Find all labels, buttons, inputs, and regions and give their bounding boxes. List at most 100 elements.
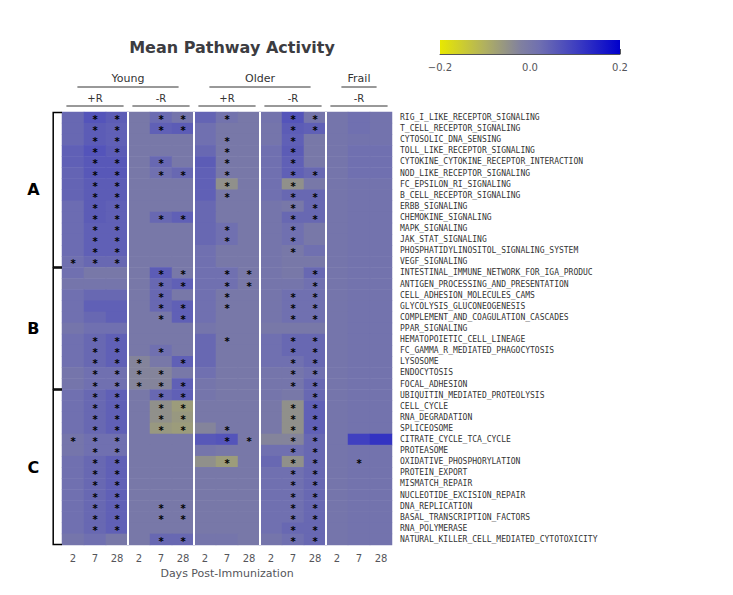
svg-text:LYSOSOME: LYSOSOME	[400, 357, 439, 366]
svg-text:*: *	[312, 381, 318, 392]
svg-text:*: *	[180, 214, 186, 225]
svg-text:*: *	[312, 403, 318, 414]
svg-text:*: *	[290, 425, 296, 436]
svg-text:*: *	[312, 203, 318, 214]
svg-text:*: *	[180, 536, 186, 547]
svg-text:*: *	[92, 392, 98, 403]
svg-text:2: 2	[70, 553, 76, 564]
svg-text:COMPLEMENT_AND_COAGULATION_CAS: COMPLEMENT_AND_COAGULATION_CASCADES	[400, 313, 569, 322]
svg-text:*: *	[92, 358, 98, 369]
svg-text:*: *	[290, 347, 296, 358]
svg-text:*: *	[158, 503, 164, 514]
svg-text:*: *	[158, 425, 164, 436]
svg-text:PROTEIN_EXPORT: PROTEIN_EXPORT	[400, 468, 468, 477]
svg-text:ENDOCYTOSIS: ENDOCYTOSIS	[400, 368, 453, 377]
svg-text:*: *	[114, 358, 120, 369]
svg-text:7: 7	[92, 553, 98, 564]
svg-text:NUCLEOTIDE_EXCISION_REPAIR: NUCLEOTIDE_EXCISION_REPAIR	[400, 491, 525, 500]
svg-text:*: *	[290, 381, 296, 392]
svg-text:*: *	[290, 458, 296, 469]
svg-text:*: *	[158, 314, 164, 325]
svg-text:NOD_LIKE_RECEPTOR_SIGNALING: NOD_LIKE_RECEPTOR_SIGNALING	[400, 169, 530, 178]
svg-text:*: *	[290, 181, 296, 192]
svg-text:*: *	[290, 403, 296, 414]
svg-text:A: A	[27, 180, 40, 199]
svg-text:*: *	[92, 514, 98, 525]
svg-text:*: *	[92, 447, 98, 458]
svg-text:*: *	[290, 292, 296, 303]
svg-text:CYTOSOLIC_DNA_SENSING: CYTOSOLIC_DNA_SENSING	[400, 135, 501, 144]
svg-text:CYTOKINE_CYTOKINE_RECEPTOR_INT: CYTOKINE_CYTOKINE_RECEPTOR_INTERACTION	[400, 157, 583, 166]
svg-text:*: *	[114, 458, 120, 469]
svg-text:*: *	[290, 225, 296, 236]
svg-text:*: *	[180, 269, 186, 280]
svg-text:*: *	[92, 214, 98, 225]
svg-text:*: *	[290, 125, 296, 136]
svg-text:*: *	[224, 236, 230, 247]
svg-text:B_CELL_RECEPTOR_SIGNALING: B_CELL_RECEPTOR_SIGNALING	[400, 191, 521, 200]
svg-text:*: *	[180, 281, 186, 292]
svg-text:*: *	[114, 225, 120, 236]
svg-text:Frail: Frail	[348, 72, 371, 85]
svg-text:*: *	[92, 436, 98, 447]
svg-text:*: *	[290, 203, 296, 214]
svg-text:*: *	[290, 114, 296, 125]
svg-text:*: *	[224, 269, 230, 280]
svg-text:*: *	[92, 347, 98, 358]
svg-text:*: *	[312, 369, 318, 380]
svg-text:*: *	[312, 281, 318, 292]
svg-text:*: *	[114, 170, 120, 181]
svg-text:*: *	[290, 503, 296, 514]
svg-text:*: *	[92, 469, 98, 480]
svg-text:*: *	[290, 192, 296, 203]
svg-text:*: *	[312, 314, 318, 325]
svg-text:*: *	[114, 214, 120, 225]
svg-text:*: *	[158, 281, 164, 292]
svg-text:*: *	[312, 503, 318, 514]
svg-text:*: *	[114, 192, 120, 203]
svg-text:*: *	[290, 369, 296, 380]
svg-text:*: *	[312, 114, 318, 125]
svg-text:*: *	[312, 469, 318, 480]
svg-text:7: 7	[290, 553, 296, 564]
svg-text:JAK_STAT_SIGNALING: JAK_STAT_SIGNALING	[400, 235, 487, 244]
svg-text:OXIDATIVE_PHOSPHORYLATION: OXIDATIVE_PHOSPHORYLATION	[400, 457, 521, 466]
svg-text:*: *	[158, 269, 164, 280]
svg-text:*: *	[180, 414, 186, 425]
svg-text:HEMATOPOIETIC_CELL_LINEAGE: HEMATOPOIETIC_CELL_LINEAGE	[400, 335, 525, 344]
svg-text:*: *	[312, 347, 318, 358]
svg-text:*: *	[114, 480, 120, 491]
svg-text:*: *	[158, 381, 164, 392]
svg-text:*: *	[224, 292, 230, 303]
svg-text:VEGF_SIGNALING: VEGF_SIGNALING	[400, 257, 468, 266]
svg-text:+R: +R	[219, 93, 234, 104]
svg-text:*: *	[114, 492, 120, 503]
svg-text:28: 28	[375, 553, 388, 564]
svg-text:*: *	[92, 181, 98, 192]
svg-text:*: *	[290, 447, 296, 458]
svg-text:*: *	[158, 347, 164, 358]
svg-text:*: *	[114, 258, 120, 269]
svg-text:FOCAL_ADHESION: FOCAL_ADHESION	[400, 380, 468, 389]
svg-text:-R: -R	[156, 93, 167, 104]
svg-text:*: *	[114, 369, 120, 380]
svg-text:*: *	[158, 170, 164, 181]
svg-text:*: *	[312, 536, 318, 547]
svg-text:*: *	[136, 369, 142, 380]
svg-text:*: *	[180, 403, 186, 414]
svg-text:*: *	[92, 192, 98, 203]
svg-text:*: *	[158, 392, 164, 403]
svg-text:*: *	[92, 236, 98, 247]
svg-text:*: *	[114, 203, 120, 214]
svg-text:*: *	[114, 158, 120, 169]
svg-text:28: 28	[243, 553, 256, 564]
svg-text:7: 7	[356, 553, 362, 564]
svg-text:*: *	[290, 314, 296, 325]
svg-text:*: *	[180, 381, 186, 392]
svg-text:*: *	[114, 514, 120, 525]
svg-text:*: *	[158, 414, 164, 425]
svg-text:*: *	[180, 392, 186, 403]
svg-text:2: 2	[202, 553, 208, 564]
svg-text:*: *	[312, 292, 318, 303]
svg-text:ERBB_SIGNALING: ERBB_SIGNALING	[400, 202, 468, 211]
